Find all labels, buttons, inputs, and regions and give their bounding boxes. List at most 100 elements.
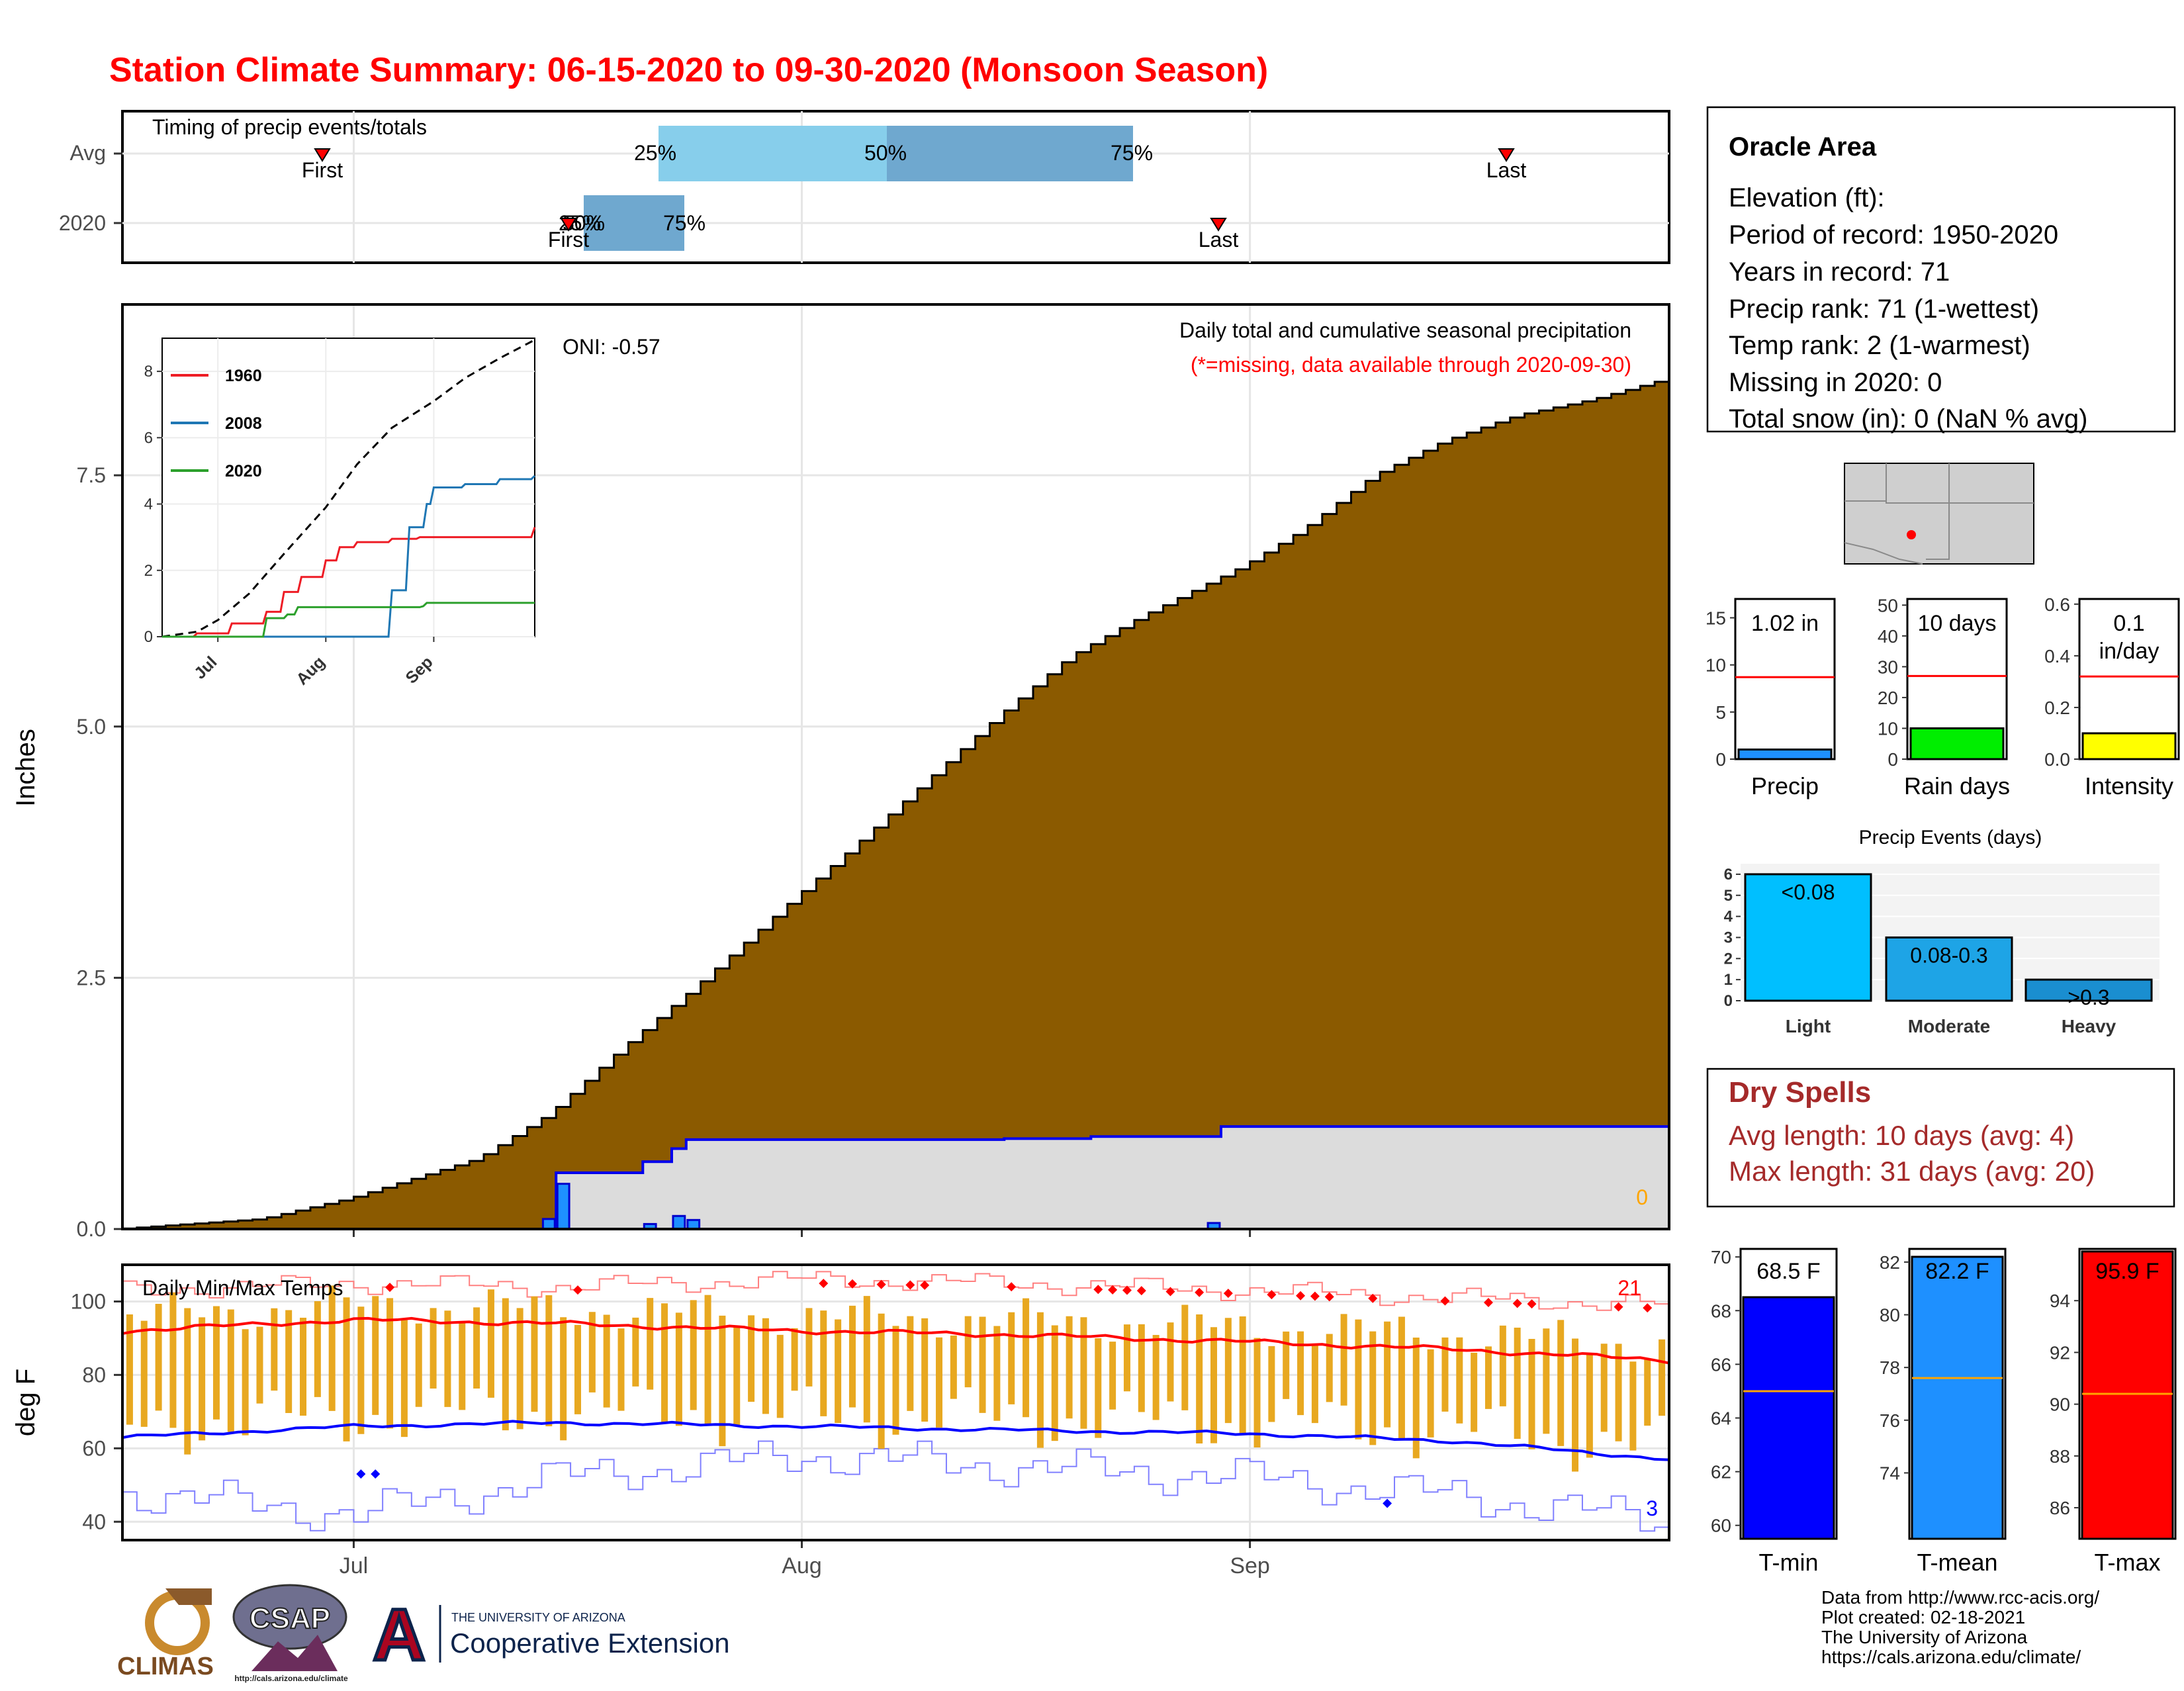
ua-cooperative-extension: Cooperative Extension [450, 1627, 730, 1659]
block-a-icon: A [373, 1594, 425, 1676]
record-high-marker [1195, 1287, 1205, 1297]
month-tick-label: Sep [1230, 1553, 1270, 1578]
precip-y-tick-label: 2.5 [77, 966, 106, 989]
mini-y-tick-label: 0.2 [2044, 698, 2070, 718]
avg-first-marker [314, 148, 331, 162]
events-y-tick-label: 1 [1724, 971, 1733, 989]
avg-first-label: First [302, 158, 343, 182]
mini-y-tick-label: 5 [1715, 702, 1726, 723]
events-y-tick-label: 5 [1724, 887, 1733, 905]
precip-y-tick-label: 0.0 [77, 1217, 106, 1241]
locator-map [1844, 463, 2034, 565]
record-high-marker [847, 1279, 857, 1289]
record-high-marker [1440, 1296, 1450, 1306]
month-tick-label: Aug [782, 1553, 822, 1578]
avg-iqr-low-bar [659, 126, 887, 181]
record-low-line [122, 1440, 1669, 1532]
2020-first-marker [560, 218, 577, 232]
temp-bar-label: T-mean [1917, 1549, 1997, 1576]
record-high-marker [1108, 1285, 1118, 1295]
map-frame [1844, 463, 2034, 565]
avg-q50-label: 50% [864, 141, 907, 165]
record-high-marker [819, 1279, 829, 1289]
dry-spells-avg: Avg length: 10 days (avg: 4) [1729, 1120, 2074, 1151]
temperature-panel-frame [121, 1263, 1670, 1541]
dry-spells-box: Dry Spells Avg length: 10 days (avg: 4) … [1706, 1068, 2175, 1208]
record-low-count: 3 [1646, 1496, 1658, 1520]
legend-1960: 1960 [225, 367, 262, 385]
missing-count: 0 [1636, 1185, 1648, 1209]
daily-precip-bar [686, 1218, 701, 1230]
precip-panel: 0.0 2.5 5.0 7.5 Inches Daily total and cumu… [11, 303, 1670, 1241]
record-high-marker [1614, 1302, 1623, 1312]
events-y-tick-label: 2 [1724, 950, 1733, 968]
temp-y-tick-label: 68 [1711, 1301, 1731, 1321]
temperature-label: Daily Min/Max Temps [142, 1276, 343, 1300]
2020-iqr-bar [584, 195, 684, 251]
record-high-line [122, 1271, 1669, 1311]
csap-url: http://cals.arizona.edu/climate [234, 1674, 348, 1683]
legend-2020: 2020 [225, 462, 262, 480]
legend-2008: 2008 [225, 414, 262, 433]
dry-spells-title: Dry Spells [1729, 1076, 1871, 1109]
record-high-marker [1223, 1289, 1233, 1299]
avg-row-label: Avg [69, 141, 106, 165]
avg-min-temp-line [122, 1420, 1670, 1461]
temp-y-tick-label: 66 [1711, 1354, 1731, 1375]
2020-last-marker [1210, 218, 1227, 232]
record-high-marker [1296, 1291, 1306, 1301]
credit-line: Plot created: 02-18-2021 [1821, 1607, 2025, 1627]
mini-value-label: 10 days [1917, 611, 1996, 636]
station-line: Elevation (ft): [1729, 183, 1885, 212]
precip-event-bar-label: >0.3 [2068, 985, 2109, 1009]
ua-small-wordmark: THE UNIVERSITY OF ARIZONA [451, 1611, 625, 1624]
credits: Data from http://www.rcc-acis.org/ Plot … [1821, 1587, 2099, 1667]
temp-value-label: 82.2 F [1925, 1259, 1989, 1284]
record-low-marker [1383, 1498, 1392, 1508]
2020-first-label: First [548, 228, 589, 251]
mini-value-bar [2081, 732, 2177, 760]
credit-line: https://cals.arizona.edu/climate/ [1821, 1647, 2081, 1667]
avg-last-label: Last [1486, 158, 1527, 182]
station-location-dot [1907, 530, 1916, 539]
record-high-marker [385, 1283, 395, 1293]
avg-iqr-high-bar [887, 126, 1133, 181]
csap-wordmark: CSAP [250, 1602, 330, 1635]
mini-y-tick-label: 15 [1706, 608, 1726, 628]
temp-y-tick-label: 64 [1711, 1408, 1731, 1429]
temp-bar-label: T-min [1759, 1549, 1819, 1576]
daily-precip-bar [541, 1218, 556, 1230]
record-high-marker [920, 1280, 930, 1290]
record-high-marker [572, 1285, 582, 1295]
record-high-marker [1368, 1293, 1378, 1303]
oni-label: ONI: -0.57 [563, 335, 660, 359]
temp-y-tick-label: 74 [1880, 1463, 1900, 1483]
events-y-tick-label: 3 [1724, 929, 1733, 946]
station-line: Total snow (in): 0 (NaN % avg) [1729, 404, 2087, 434]
precip-y-tick-label: 5.0 [77, 715, 106, 739]
temperature-y-tick-label: 60 [82, 1436, 106, 1460]
csap-mountains [251, 1635, 338, 1671]
inset-y-tick-label: 6 [144, 429, 153, 447]
mini-y-tick-label: 50 [1878, 595, 1898, 616]
climas-logo: CLIMAS [117, 1588, 214, 1680]
precip-chart-title: Daily total and cumulative seasonal prec… [1179, 318, 1631, 342]
precip-panel-frame [121, 303, 1670, 1230]
mini-chart-frame [1734, 598, 1836, 760]
temp-y-tick-label: 94 [2050, 1291, 2070, 1311]
temperature-y-tick-label: 100 [71, 1289, 106, 1313]
dry-spells-max: Max length: 31 days (avg: 20) [1729, 1156, 2095, 1187]
avg-last-marker [1498, 148, 1515, 162]
daily-precip-bar [672, 1214, 686, 1230]
mini-y-tick-label: 0 [1888, 749, 1898, 770]
temp-y-tick-label: 78 [1880, 1357, 1900, 1378]
avg-q25-label: 25% [634, 141, 676, 165]
mini-chart-label: Intensity [2085, 772, 2173, 800]
temp-y-tick-label: 76 [1880, 1410, 1900, 1431]
temp-y-tick-label: 70 [1711, 1247, 1731, 1267]
season-total-bars: 0 5 10 15 1.02 in Precip 0 10 20 30 40 50 10 days Rai… [1706, 594, 2180, 800]
record-high-marker [905, 1280, 915, 1290]
temp-y-tick-label: 86 [2050, 1498, 2070, 1518]
timing-label: Timing of precip events/totals [152, 115, 427, 139]
